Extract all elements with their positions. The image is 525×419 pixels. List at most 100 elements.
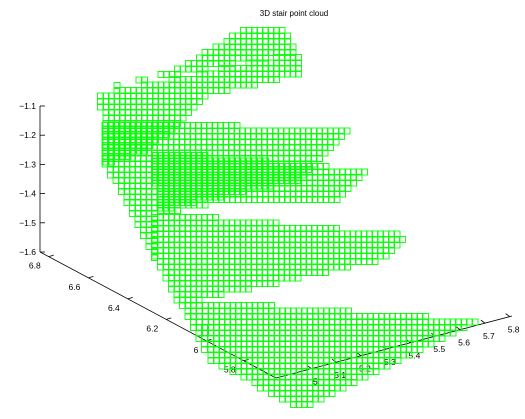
point-marker [355, 241, 362, 249]
point-marker [151, 122, 158, 129]
point-marker [312, 390, 319, 397]
point-marker [196, 185, 203, 192]
point-marker [185, 92, 192, 100]
point-marker [255, 133, 263, 140]
point-marker [101, 144, 109, 151]
point-marker [333, 185, 341, 192]
point-marker [278, 70, 286, 78]
point-marker [366, 230, 373, 238]
point-marker [312, 335, 319, 342]
point-marker [201, 214, 208, 221]
point-marker [350, 368, 358, 375]
point-marker [262, 185, 269, 192]
point-marker [235, 351, 242, 359]
point-marker [317, 340, 325, 348]
point-marker [119, 120, 126, 127]
point-marker [339, 185, 346, 192]
point-marker [279, 379, 286, 386]
point-marker [195, 258, 203, 265]
point-marker [394, 351, 402, 359]
z-tick-label: −1.3 [19, 159, 36, 169]
point-marker [123, 193, 131, 201]
point-marker [344, 168, 352, 176]
point-marker [339, 346, 347, 353]
point-marker [195, 252, 203, 260]
point-marker [306, 185, 313, 192]
point-marker [179, 179, 187, 187]
point-marker [195, 241, 203, 249]
point-marker [266, 149, 274, 157]
x-tick-label: 5 [313, 377, 318, 387]
point-marker [129, 122, 136, 129]
point-marker [262, 384, 270, 392]
point-marker [151, 215, 158, 223]
point-marker [267, 274, 274, 282]
point-marker [327, 247, 335, 254]
point-marker [306, 190, 313, 198]
point-marker [312, 351, 319, 359]
point-marker [284, 179, 291, 187]
point-marker [345, 346, 352, 353]
point-marker [185, 76, 192, 83]
point-marker [189, 122, 197, 129]
point-marker [311, 179, 319, 187]
point-marker [190, 291, 197, 298]
point-marker [327, 263, 335, 271]
point-marker [338, 241, 346, 249]
point-marker [327, 241, 335, 249]
point-marker [163, 163, 170, 170]
point-marker [256, 236, 263, 243]
point-marker [272, 149, 279, 157]
point-marker [195, 133, 202, 140]
point-marker [217, 219, 225, 227]
point-marker [328, 379, 336, 386]
point-marker [266, 155, 274, 162]
point-marker [290, 384, 297, 392]
point-marker [190, 103, 198, 111]
point-marker [312, 318, 319, 326]
point-marker [460, 324, 468, 331]
point-marker [200, 127, 208, 135]
point-marker [322, 247, 329, 254]
point-marker [294, 138, 301, 146]
point-marker [257, 307, 264, 315]
point-marker [218, 163, 225, 170]
point-marker [168, 71, 176, 78]
point-marker [118, 144, 125, 151]
point-marker [323, 324, 330, 331]
point-marker [228, 263, 236, 271]
point-marker [207, 307, 215, 315]
point-marker [338, 236, 346, 243]
point-marker [196, 163, 203, 170]
point-marker [229, 335, 237, 342]
point-marker [235, 340, 242, 348]
point-marker [163, 174, 170, 181]
point-marker [295, 196, 302, 203]
point-marker [460, 318, 468, 326]
point-marker [119, 92, 126, 100]
point-marker [119, 136, 126, 144]
point-marker [305, 160, 312, 168]
y-ticks: 5.866.26.46.66.8 [29, 254, 249, 375]
point-marker [190, 185, 198, 192]
point-marker [146, 120, 154, 127]
point-marker [163, 201, 170, 209]
point-marker [257, 329, 264, 337]
point-marker [130, 92, 137, 100]
point-marker [327, 258, 335, 265]
point-marker [206, 236, 214, 243]
point-marker [290, 346, 297, 353]
point-marker [317, 362, 325, 370]
point-marker [207, 196, 214, 203]
point-marker [311, 225, 318, 232]
point-marker [189, 138, 197, 146]
point-marker [145, 122, 153, 129]
point-marker [184, 280, 192, 287]
point-marker [283, 263, 291, 271]
point-marker [256, 38, 264, 45]
point-marker [212, 81, 220, 89]
point-marker [97, 92, 104, 100]
point-marker [301, 307, 308, 315]
point-marker [141, 120, 148, 127]
point-marker [438, 324, 446, 331]
